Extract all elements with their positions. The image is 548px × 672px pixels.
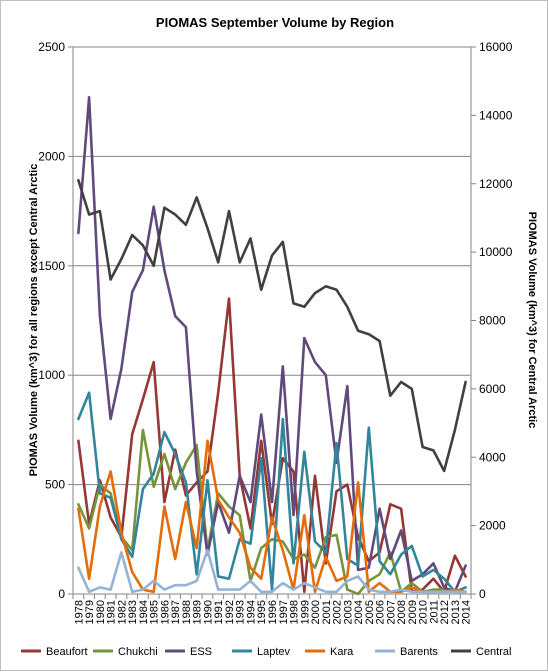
x-tick-label: 1990 — [202, 600, 214, 624]
legend-label-chukchi: Chukchi — [118, 646, 158, 658]
right-axis-ticks: 0 2000 4000 6000 8000 10000 12000 14000 16000 — [471, 40, 513, 601]
x-axis-ticks: 1978197919801981198219831984198519861987… — [72, 594, 473, 624]
left-tick-label: 1000 — [38, 368, 65, 382]
x-tick-label: 1998 — [289, 600, 301, 624]
x-tick-label: 1980 — [95, 600, 107, 624]
x-tick-label: 1981 — [106, 600, 118, 624]
legend-label-beaufort: Beaufort — [46, 646, 88, 658]
legend-label-ess: ESS — [190, 646, 212, 658]
legend-label-laptev: Laptev — [257, 646, 291, 658]
x-tick-label: 1978 — [73, 600, 85, 624]
x-tick-label: 1991 — [213, 600, 225, 624]
chart-title: PIOMAS September Volume by Region — [156, 15, 394, 30]
x-tick-label: 1985 — [149, 600, 161, 624]
x-tick-label: 2006 — [375, 600, 387, 624]
left-tick-label: 2000 — [38, 149, 65, 163]
left-tick-label: 500 — [45, 478, 65, 492]
left-tick-label: 2500 — [38, 40, 65, 54]
x-tick-label: 2012 — [439, 600, 451, 624]
x-tick-label: 1997 — [278, 600, 290, 624]
right-tick-label: 6000 — [479, 382, 506, 396]
series-lines — [77, 96, 467, 596]
right-tick-label: 0 — [479, 587, 486, 601]
x-tick-label: 2010 — [418, 600, 430, 624]
x-tick-label: 2011 — [428, 600, 440, 624]
gridlines — [73, 46, 471, 486]
x-tick-label: 2009 — [407, 600, 419, 624]
x-tick-label: 2005 — [364, 600, 376, 624]
right-tick-label: 2000 — [479, 519, 506, 533]
x-tick-label: 1994 — [245, 600, 257, 624]
series-line-ess — [77, 96, 467, 594]
x-tick-label: 2003 — [342, 600, 354, 624]
legend-label-kara: Kara — [330, 646, 354, 658]
right-tick-label: 10000 — [479, 245, 513, 259]
right-tick-label: 16000 — [479, 40, 513, 54]
series-line-laptev — [77, 391, 467, 594]
left-axis-ticks: 0 500 1000 1500 2000 2500 — [38, 40, 73, 601]
x-tick-label: 1983 — [127, 600, 139, 624]
left-tick-label: 0 — [58, 587, 65, 601]
x-tick-label: 1989 — [192, 600, 204, 624]
x-tick-label: 2007 — [385, 600, 397, 624]
x-tick-label: 2002 — [332, 600, 344, 624]
x-tick-label: 1982 — [116, 600, 128, 624]
x-tick-label: 1986 — [159, 600, 171, 624]
axes — [72, 47, 472, 595]
legend-label-barents: Barents — [400, 646, 438, 658]
left-tick-label: 1500 — [38, 259, 65, 273]
x-tick-label: 1993 — [235, 600, 247, 624]
x-tick-label: 1996 — [267, 600, 279, 624]
x-tick-label: 1979 — [84, 600, 96, 624]
x-tick-label: 2013 — [450, 600, 462, 624]
x-tick-label: 1995 — [256, 600, 268, 624]
right-axis-label: PIOMAS Volume (km^3) for Central Arctic — [526, 212, 538, 429]
series-line-central — [77, 179, 467, 473]
x-tick-label: 1988 — [181, 600, 193, 624]
right-tick-label: 12000 — [479, 177, 513, 191]
x-tick-label: 1992 — [224, 600, 236, 624]
right-tick-label: 4000 — [479, 450, 506, 464]
legend: Beaufort Chukchi ESS Laptev Kara Barents Centr… — [21, 646, 511, 658]
x-tick-label: 1984 — [138, 600, 150, 624]
series-line-barents — [77, 548, 467, 594]
right-tick-label: 8000 — [479, 314, 506, 328]
x-tick-label: 2000 — [310, 600, 322, 624]
x-tick-label: 2001 — [321, 600, 333, 624]
x-tick-label: 1999 — [299, 600, 311, 624]
x-tick-label: 2008 — [396, 600, 408, 624]
x-tick-label: 2014 — [461, 600, 473, 624]
x-tick-label: 1987 — [170, 600, 182, 624]
legend-label-central: Central — [476, 646, 511, 658]
left-axis-label: PIOMAS Volume (km^3) for all regions exc… — [28, 164, 40, 477]
right-tick-label: 14000 — [479, 108, 513, 122]
x-tick-label: 2004 — [353, 600, 365, 624]
